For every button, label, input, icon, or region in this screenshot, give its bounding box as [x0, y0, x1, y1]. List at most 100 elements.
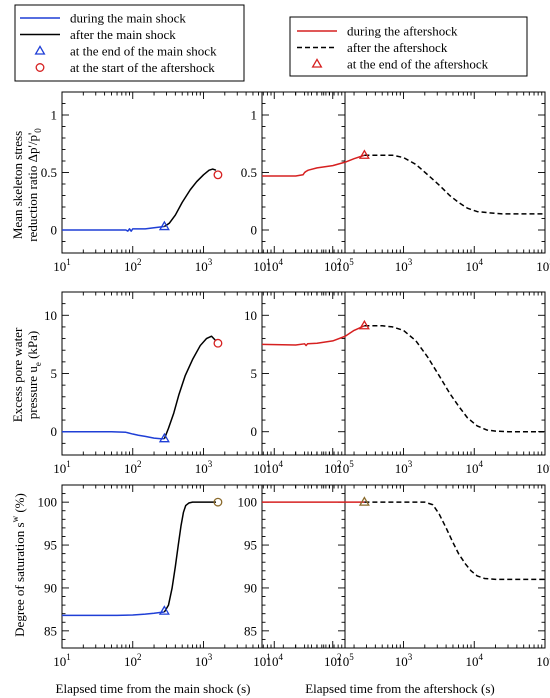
- x-tick-label: 101: [53, 459, 71, 476]
- x-tick-label: 101: [53, 257, 71, 274]
- x-tick-label-base: 10: [324, 461, 337, 476]
- marker-triangle-0: [158, 432, 170, 443]
- x-tick-label: 103: [395, 459, 413, 476]
- marker-triangle-0: [358, 496, 370, 506]
- y-tick-label: 0: [251, 424, 258, 439]
- x-tick-label: 104: [466, 459, 484, 476]
- x-tick-label-base: 10: [336, 654, 349, 669]
- x-tick-label: 105: [536, 257, 550, 274]
- marker-circle-1: [213, 497, 223, 507]
- x-tick-label-base: 10: [253, 654, 266, 669]
- legend-right-label-2: at the end of the aftershock: [347, 57, 489, 72]
- legend-right-item-0: during the aftershock: [297, 24, 458, 39]
- x-tick-label-exp: 2: [337, 459, 342, 469]
- y-tick-label: 90: [44, 580, 57, 595]
- x-tick-label: 105: [336, 257, 354, 274]
- x-tick-label-exp: 2: [137, 652, 142, 662]
- x-tick-label: 101: [253, 257, 271, 274]
- y-title-row2-line1: Excess pore water: [10, 327, 25, 422]
- x-tick-label: 105: [536, 459, 550, 476]
- marker-triangle-0: [158, 605, 170, 615]
- series-line-0: [262, 154, 365, 177]
- legend-right-label-0: during the aftershock: [347, 24, 458, 39]
- legend-right-label-1: after the aftershock: [347, 40, 448, 55]
- x-tick-label-exp: 4: [479, 459, 484, 469]
- x-tick-label-exp: 3: [208, 257, 213, 267]
- y-title-row1-line2-sub: 0: [33, 128, 43, 133]
- series-line-1: [163, 168, 217, 228]
- legend-left-item-1: after the main shock: [20, 27, 176, 42]
- x-tick-label-base: 10: [395, 461, 408, 476]
- x-tick-label-exp: 3: [408, 652, 413, 662]
- x-tick-label-exp: 5: [349, 459, 354, 469]
- y-tick-label: 10: [44, 308, 57, 323]
- marker-triangle-0: [358, 319, 370, 330]
- legend-left-label-0: during the main shock: [70, 11, 186, 26]
- x-tick-label-base: 10: [195, 259, 208, 274]
- x-tick-label-exp: 3: [208, 459, 213, 469]
- y-title-row1-line2: reduction ratio Δp'/p'0: [25, 128, 43, 242]
- x-tick-label-exp: 4: [279, 652, 284, 662]
- series-line-1: [364, 154, 545, 215]
- plot-frame: [261, 484, 546, 649]
- x-tick-label: 105: [336, 652, 354, 669]
- x-tick-label-base: 10: [195, 461, 208, 476]
- x-tick-label-exp: 1: [266, 652, 271, 662]
- x-tick-label: 103: [195, 652, 213, 669]
- y-tick-label: 5: [251, 366, 258, 381]
- legend-right-marker-2: [311, 58, 323, 68]
- y-title-row3-sup: w: [10, 515, 20, 522]
- series-line-1: [364, 501, 545, 581]
- x-tick-label-base: 10: [253, 259, 266, 274]
- legend-left-marker-3: [35, 63, 45, 72]
- x-tick-label-exp: 1: [66, 257, 71, 267]
- y-tick-label: 100: [38, 495, 58, 510]
- legend-left-label-2: at the end of the main shock: [70, 44, 217, 59]
- y-title-row2-line2-main: pressure u: [25, 366, 40, 420]
- x-tick-label: 102: [124, 652, 142, 669]
- x-tick-label: 102: [324, 257, 342, 274]
- y-title-row3-main: Degree of saturation s: [12, 522, 27, 636]
- x-tick-label-base: 10: [324, 259, 337, 274]
- x-tick-label-base: 10: [466, 654, 479, 669]
- panels: 10110210310410500.5110110210310410500.51…: [38, 91, 550, 669]
- x-tick-label-base: 10: [536, 259, 549, 274]
- y-tick-label: 95: [44, 538, 57, 553]
- y-title-row2: Excess pore water pressure ue (kPa): [10, 327, 43, 422]
- marker-circle-1: [213, 338, 223, 348]
- x-tick-label-base: 10: [336, 259, 349, 274]
- series-line-1: [364, 325, 545, 433]
- plot-frame: [61, 91, 346, 254]
- series-line-1: [163, 335, 217, 439]
- series-line-1: [163, 501, 216, 613]
- series-line-0: [62, 225, 165, 232]
- x-tick-label-exp: 1: [266, 459, 271, 469]
- y-tick-label: 5: [51, 366, 58, 381]
- x-tick-label-base: 10: [53, 654, 66, 669]
- y-title-row3-line: Degree of saturation sw (%): [10, 493, 27, 637]
- x-tick-label: 103: [395, 257, 413, 274]
- x-tick-label: 105: [536, 652, 550, 669]
- x-tick-label-exp: 5: [349, 652, 354, 662]
- x-tick-label-base: 10: [536, 654, 549, 669]
- x-tick-label-exp: 5: [349, 257, 354, 267]
- x-title-right: Elapsed time from the aftershock (s): [305, 681, 495, 696]
- x-tick-label-exp: 3: [408, 257, 413, 267]
- y-tick-label: 0: [51, 424, 58, 439]
- x-tick-label-exp: 4: [279, 459, 284, 469]
- x-tick-label: 101: [253, 459, 271, 476]
- x-tick-label-base: 10: [53, 461, 66, 476]
- x-tick-label-exp: 2: [337, 257, 342, 267]
- y-title-row3-unit: (%): [12, 493, 27, 516]
- y-title-row3: Degree of saturation sw (%): [10, 493, 27, 637]
- x-tick-label: 103: [195, 459, 213, 476]
- legend-left-label-3: at the start of the aftershock: [70, 60, 215, 75]
- y-title-row1-line1: Mean skeleton stress: [10, 131, 25, 239]
- series-line-0: [62, 430, 165, 440]
- x-tick-label-base: 10: [266, 654, 279, 669]
